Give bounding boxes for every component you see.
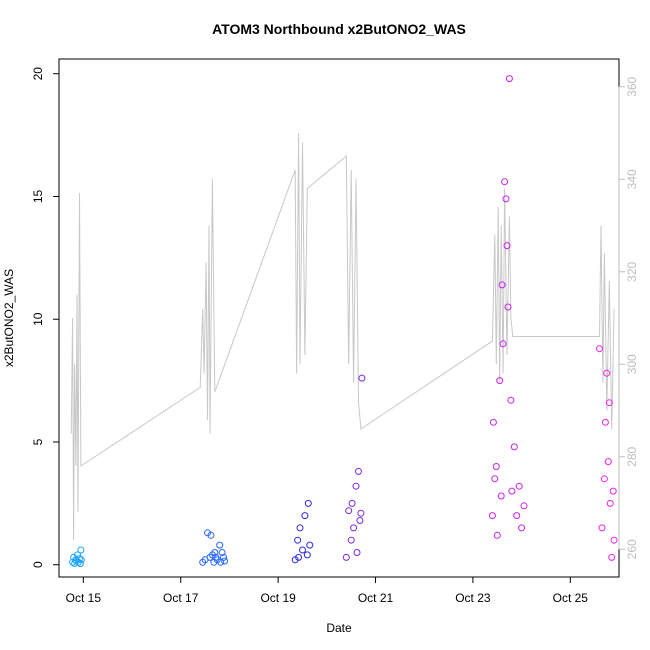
data-point-39 — [350, 524, 358, 532]
data-point-10 — [77, 556, 85, 564]
data-point-60 — [507, 396, 515, 404]
x-tick-label-1: Oct 17 — [163, 591, 199, 605]
data-point-70 — [601, 418, 609, 426]
data-point-47 — [489, 418, 497, 426]
y-tick-label-4: 20 — [31, 67, 45, 81]
data-point-77 — [610, 536, 618, 544]
y2-tick-label-0: 260 — [625, 539, 639, 559]
data-point-46 — [488, 512, 496, 520]
data-point-65 — [518, 524, 526, 532]
x-axis-label: Date — [326, 621, 352, 635]
data-point-21 — [216, 541, 224, 549]
data-point-76 — [609, 487, 617, 495]
data-point-57 — [503, 242, 511, 250]
chart-title: ATOM3 Northbound x2ButONO2_WAS — [212, 21, 466, 37]
data-point-61 — [508, 487, 516, 495]
data-point-75 — [608, 553, 616, 561]
data-point-55 — [501, 178, 509, 186]
y2-trace-line — [70, 132, 615, 541]
data-point-18 — [211, 549, 219, 556]
x-tick-label-0: Oct 15 — [66, 591, 102, 605]
data-point-43 — [356, 517, 364, 524]
data-point-35 — [342, 553, 350, 561]
data-point-38 — [348, 499, 356, 507]
data-point-41 — [353, 549, 361, 556]
data-point-27 — [294, 536, 302, 544]
data-point-51 — [496, 377, 504, 385]
y2-tick-label-4: 340 — [625, 169, 639, 189]
data-point-69 — [600, 475, 608, 483]
data-point-48 — [491, 475, 499, 483]
data-point-29 — [296, 524, 304, 532]
y-tick-label-2: 10 — [31, 312, 45, 326]
data-point-72 — [604, 458, 612, 466]
data-point-74 — [606, 499, 614, 507]
y2-tick-label-2: 300 — [625, 354, 639, 374]
data-point-33 — [304, 499, 312, 507]
data-point-31 — [301, 512, 309, 520]
data-point-59 — [505, 75, 513, 83]
data-point-30 — [299, 546, 306, 554]
y2-axis: 260 280 300 320 340 360 — [618, 76, 639, 559]
y-tick-label-0: 0 — [31, 561, 45, 568]
x-tick-label-5: Oct 25 — [553, 591, 589, 605]
data-point-24 — [220, 553, 228, 561]
scatter-points-layer — [69, 75, 618, 567]
data-point-8 — [76, 560, 84, 567]
data-point-71 — [603, 369, 611, 377]
data-point-28 — [295, 553, 303, 561]
data-point-9 — [77, 546, 85, 554]
data-point-15 — [207, 531, 215, 539]
x-tick-label-4: Oct 23 — [455, 591, 491, 605]
data-point-53 — [498, 281, 506, 289]
y-tick-label-3: 15 — [31, 190, 45, 204]
data-point-56 — [502, 195, 510, 203]
data-point-66 — [520, 502, 528, 510]
data-point-23 — [218, 549, 226, 556]
data-point-25 — [221, 557, 229, 565]
data-point-67 — [596, 345, 603, 353]
y2-trace-layer — [70, 132, 615, 541]
data-point-5 — [74, 551, 81, 559]
y-axis-label: x2ButONO2_WAS — [2, 269, 16, 367]
data-point-42 — [355, 467, 362, 475]
data-point-58 — [504, 303, 512, 311]
data-point-52 — [497, 492, 505, 500]
data-point-64 — [515, 482, 523, 490]
data-point-73 — [605, 399, 613, 407]
data-point-44 — [357, 509, 365, 517]
data-point-36 — [345, 507, 353, 515]
y2-tick-label-1: 280 — [625, 446, 639, 466]
x-tick-label-2: Oct 19 — [260, 591, 296, 605]
data-point-62 — [510, 443, 518, 451]
data-point-7 — [76, 555, 83, 563]
data-point-50 — [493, 531, 501, 539]
data-point-32 — [303, 551, 311, 559]
x-tick-label-3: Oct 21 — [358, 591, 394, 605]
data-point-40 — [352, 482, 360, 490]
data-point-54 — [499, 340, 507, 348]
data-point-37 — [347, 536, 355, 544]
data-point-49 — [492, 463, 500, 470]
y2-tick-label-3: 320 — [625, 261, 639, 281]
data-point-68 — [598, 524, 606, 532]
y2-tick-label-5: 360 — [625, 76, 639, 96]
x-axis: Oct 15 Oct 17 Oct 19 Oct 21 Oct 23 Oct 25 — [66, 577, 589, 605]
y-axis: 0 5 10 15 20 — [31, 67, 59, 568]
y-tick-label-1: 5 — [31, 438, 45, 445]
data-point-34 — [306, 541, 314, 549]
data-point-45 — [358, 374, 366, 382]
data-point-63 — [513, 512, 521, 520]
